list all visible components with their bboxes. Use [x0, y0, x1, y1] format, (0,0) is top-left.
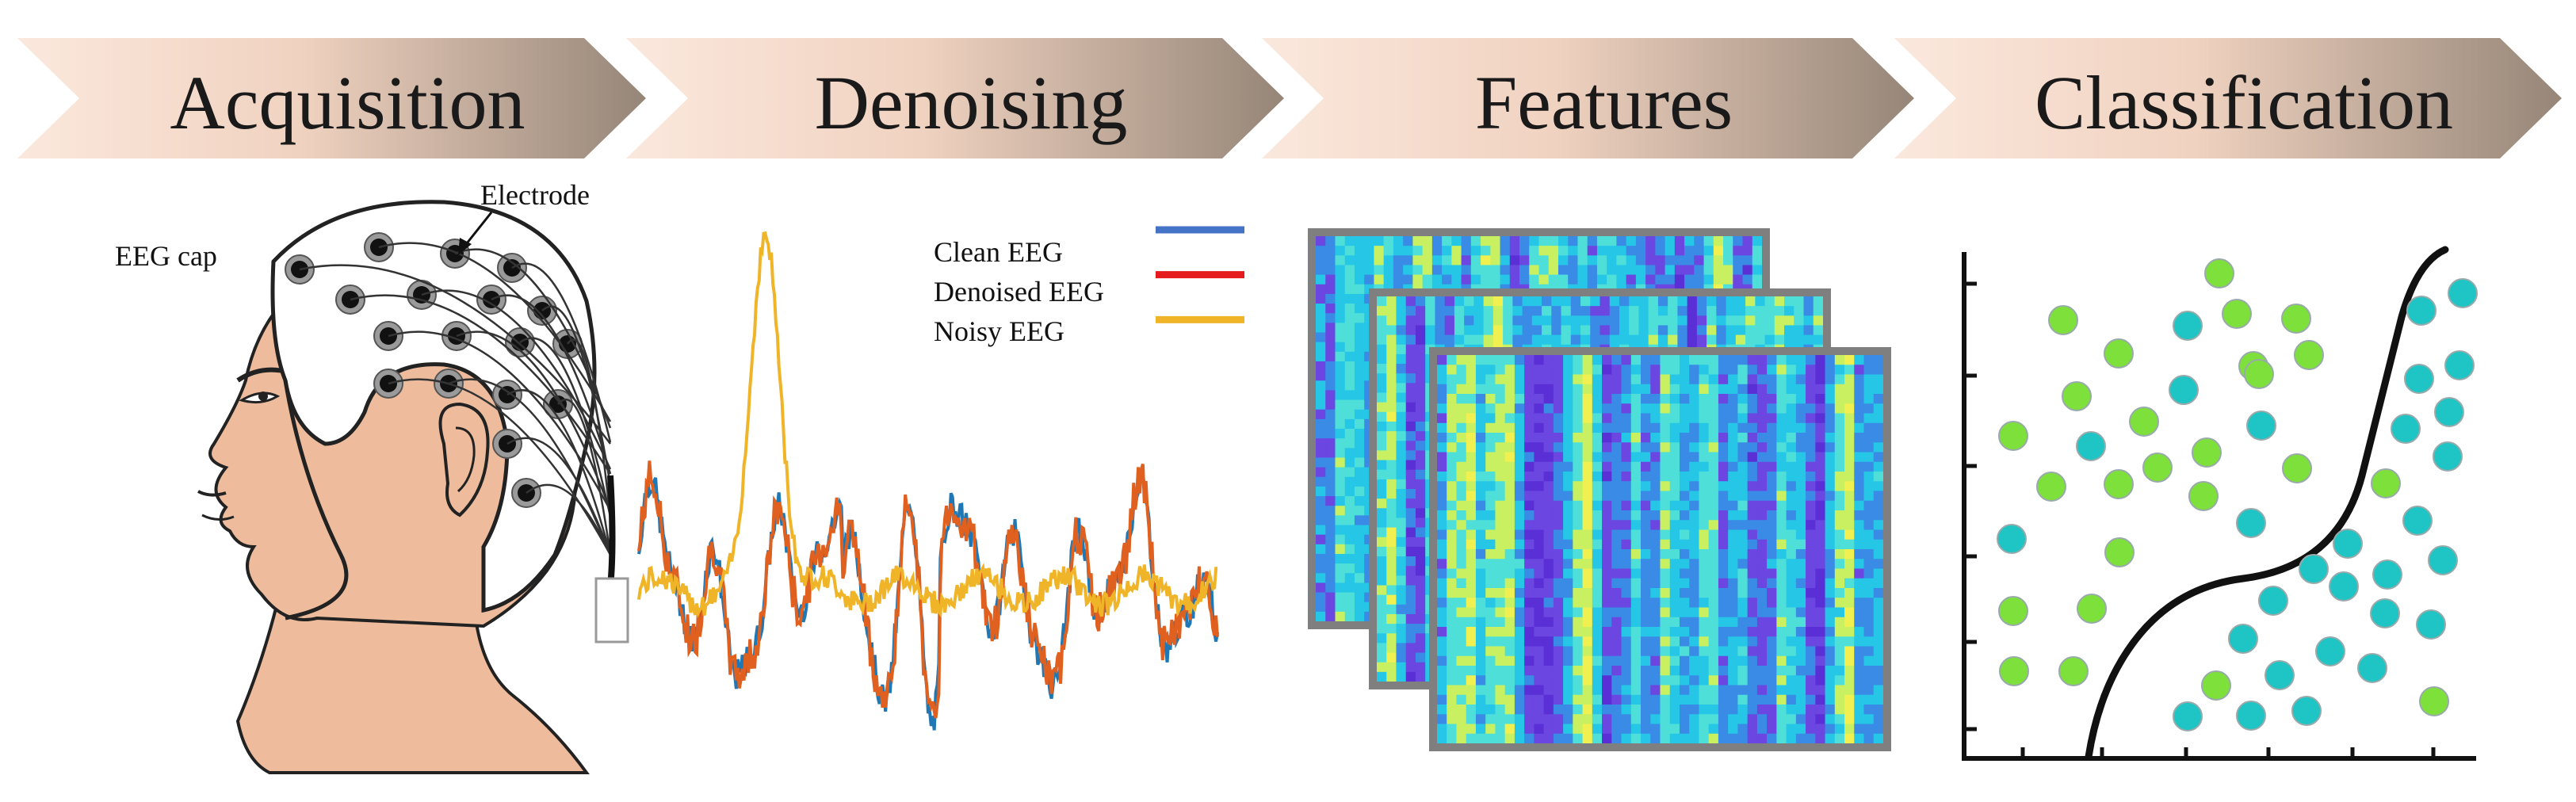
acquisition-panel: EEG cap Electrode — [115, 179, 629, 774]
class-b-point — [1997, 524, 2027, 554]
feature-map-3 — [1429, 347, 1891, 751]
eeg-cap-label: EEG cap — [115, 240, 217, 272]
electrode-label: Electrode — [480, 179, 590, 211]
class-a-point — [1999, 656, 2029, 686]
class-a-point — [2104, 338, 2134, 369]
class-b-point — [2169, 375, 2199, 405]
class-b-point — [2434, 397, 2464, 427]
stage-arrow-acquisition — [17, 38, 646, 158]
connector-box — [594, 577, 629, 644]
ear — [438, 402, 490, 517]
classification-panel — [1962, 246, 2478, 761]
class-a-point — [2058, 656, 2089, 686]
stage-arrows: Acquisition Denoising Features Classificati… — [17, 38, 2562, 158]
scatter-axes — [1962, 252, 2476, 761]
features-panel — [1308, 228, 1891, 751]
class-a-point — [2062, 381, 2092, 411]
class-a-point — [2222, 299, 2252, 329]
class-b-point — [2416, 609, 2446, 640]
class-b-point — [2258, 586, 2288, 616]
stage-arrow-features — [1262, 38, 1914, 158]
legend-label: Noisy EEG — [934, 315, 1064, 347]
class-b-point — [2236, 508, 2266, 538]
class-b-point — [2402, 506, 2433, 536]
class-b-point — [2315, 636, 2345, 666]
electrode-wires — [299, 242, 616, 587]
class-b-point — [2228, 624, 2258, 654]
class-b-point — [2372, 559, 2402, 590]
class-a-point — [2371, 468, 2401, 498]
class-b-point — [2448, 278, 2478, 308]
class-b-point — [2291, 696, 2322, 726]
class-b-point — [2329, 571, 2359, 602]
class-a-point — [2281, 304, 2311, 334]
stage-label-classification: Classification — [2035, 60, 2453, 145]
class-b-point — [2428, 545, 2458, 575]
class-a-point — [2282, 453, 2312, 483]
class-a-point — [2419, 686, 2449, 716]
denoised-eeg-line — [637, 460, 1219, 719]
class-b-point — [2333, 529, 2363, 559]
class-b-point — [2299, 554, 2329, 584]
class-b-point — [2246, 411, 2276, 441]
class-b-point — [2357, 653, 2387, 683]
class-b-point — [2236, 701, 2266, 731]
class-a-point — [2077, 594, 2107, 624]
class-a-point — [2104, 537, 2135, 567]
class-b-point — [2173, 701, 2203, 731]
feature-maps — [1308, 228, 1891, 751]
class-a-point — [2294, 340, 2324, 370]
legend-label: Denoised EEG — [934, 276, 1104, 307]
class-a-point — [1998, 596, 2028, 626]
class-a-point — [2129, 407, 2159, 437]
class-a-point — [2244, 359, 2274, 389]
stage-arrow-classification — [1894, 38, 2562, 158]
signal-legend: Clean EEG Denoised EEG Noisy EEG — [934, 226, 1244, 347]
class-b-point — [2433, 441, 2463, 472]
class-b-point — [2391, 414, 2421, 444]
class-b-point — [2076, 431, 2106, 461]
class-a-point — [1998, 421, 2028, 451]
stage-label-acquisition: Acquisition — [170, 60, 526, 145]
class-a-point — [2104, 469, 2134, 499]
noisy-eeg-line — [637, 231, 1218, 619]
class-b-point — [2404, 364, 2434, 394]
class-b-point — [2370, 598, 2400, 628]
class-a-point — [2192, 437, 2222, 468]
class-a-point — [2142, 453, 2173, 483]
scatter-points — [1997, 258, 2478, 731]
legend-label: Clean EEG — [934, 236, 1063, 268]
class-b-point — [2444, 350, 2475, 380]
decision-boundary — [2085, 246, 2449, 761]
denoising-panel: Clean EEG Denoised EEG Noisy EEG — [637, 226, 1244, 731]
class-b-point — [2265, 660, 2295, 690]
class-a-point — [2201, 670, 2231, 701]
class-a-point — [2204, 258, 2234, 288]
class-a-point — [2048, 305, 2078, 335]
head-profile-icon — [235, 600, 590, 774]
stage-label-denoising: Denoising — [815, 60, 1128, 145]
class-b-point — [2173, 311, 2203, 341]
stage-label-features: Features — [1475, 60, 1733, 145]
class-a-point — [2188, 481, 2219, 511]
eeg-signal-plot — [637, 231, 1219, 731]
class-b-point — [2406, 296, 2436, 326]
class-a-point — [2036, 472, 2066, 502]
stage-arrow-denoising — [626, 38, 1284, 158]
